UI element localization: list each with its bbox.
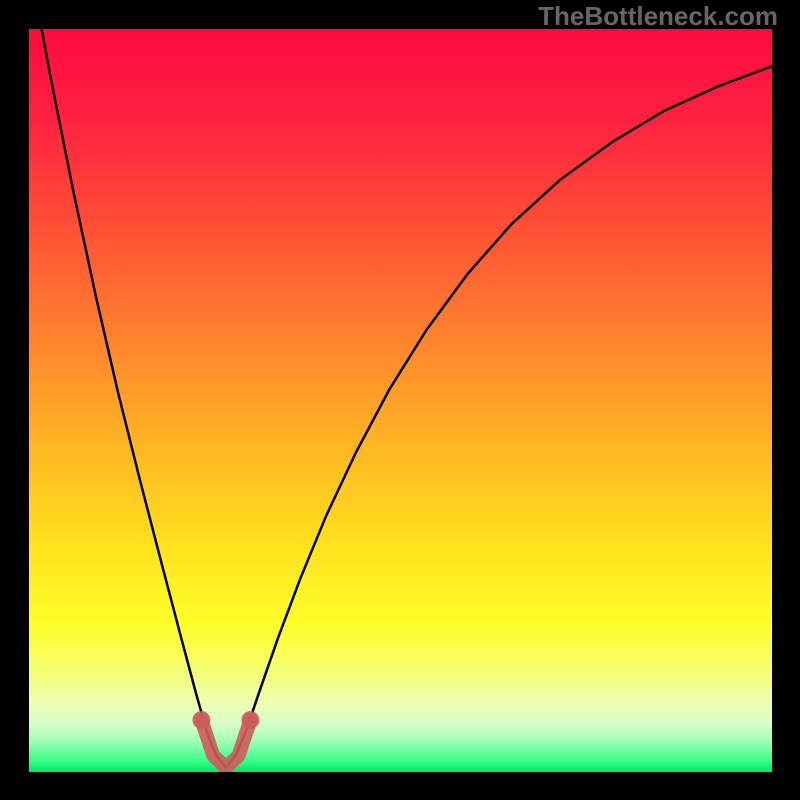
chart-svg bbox=[29, 29, 772, 772]
u-marker-link bbox=[201, 720, 250, 768]
watermark-text: TheBottleneck.com bbox=[538, 1, 778, 32]
u-marker-dot bbox=[241, 711, 259, 729]
bottleneck-curve-path bbox=[29, 29, 772, 768]
u-marker bbox=[192, 711, 259, 768]
u-marker-dot bbox=[192, 711, 210, 729]
plot-area bbox=[29, 29, 772, 772]
